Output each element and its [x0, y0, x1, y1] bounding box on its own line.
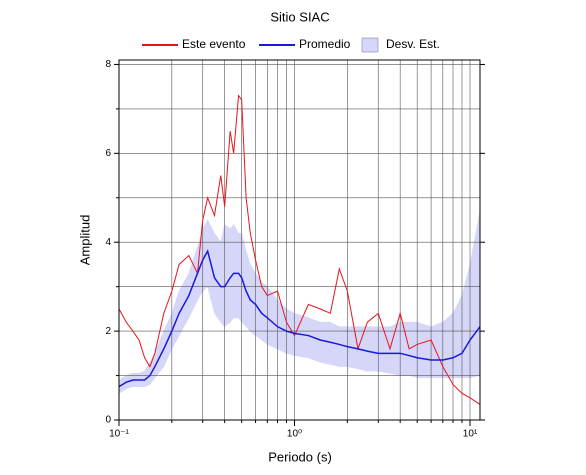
std-band: [214, 232, 222, 324]
std-band: [461, 264, 471, 379]
x-tick-label: 10¹: [463, 429, 478, 440]
std-band: [442, 312, 454, 379]
y-tick-label: 4: [105, 237, 111, 248]
legend-label: Promedio: [299, 37, 351, 51]
series-line: [118, 94, 481, 405]
std-band: [416, 321, 432, 379]
std-band: [319, 321, 331, 365]
std-band: [224, 223, 231, 328]
y-tick-label: 2: [105, 326, 111, 337]
std-band: [469, 211, 481, 379]
legend-swatch: [361, 37, 379, 53]
std-band: [171, 291, 180, 350]
y-tick-label: 6: [105, 148, 111, 159]
std-band: [377, 326, 391, 374]
std-band: [154, 330, 165, 379]
legend-label: Este evento: [182, 37, 246, 51]
y-axis-label: Amplitud: [77, 215, 92, 266]
std-band: [408, 321, 418, 379]
std-band: [138, 370, 145, 387]
y-tick-label: 8: [105, 59, 111, 70]
y-tick-label: 0: [105, 415, 111, 426]
std-band: [367, 326, 379, 372]
std-band: [220, 224, 225, 328]
std-band: [233, 223, 239, 319]
chart-title: Sitio SIAC: [270, 9, 329, 24]
std-band: [267, 285, 278, 350]
legend-label: Desv. Est.: [386, 37, 440, 51]
std-band: [430, 321, 444, 379]
x-tick-label: 10⁻¹: [109, 429, 129, 440]
x-tick-label: 10⁰: [287, 429, 302, 440]
std-band: [452, 295, 463, 379]
x-axis-label: Periodo (s): [268, 449, 332, 464]
series-line: [118, 249, 481, 388]
plot-frame: [118, 59, 481, 421]
